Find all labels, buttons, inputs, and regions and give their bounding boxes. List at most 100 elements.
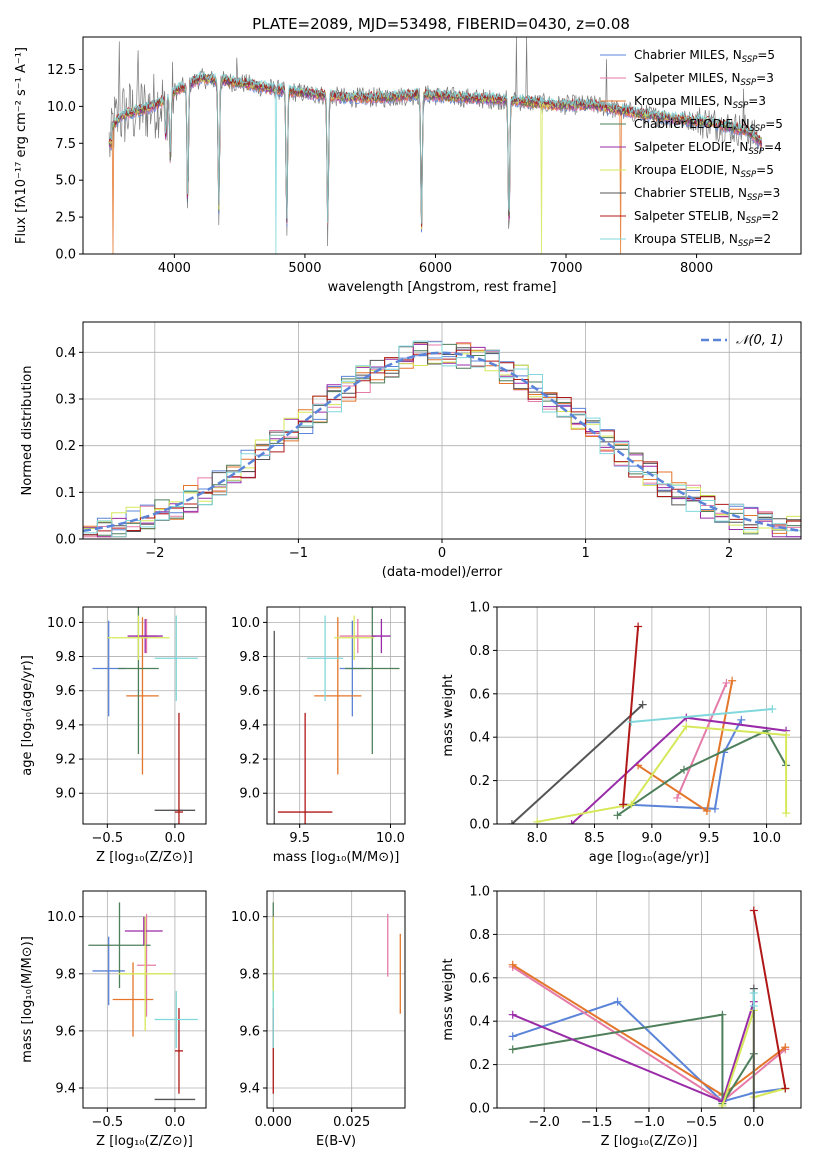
weight-marker bbox=[627, 800, 636, 809]
weight-marker bbox=[781, 1084, 790, 1093]
y-tick-label: 9.6 bbox=[239, 1024, 260, 1039]
errorbar bbox=[126, 617, 159, 775]
x-tick-label: 10.0 bbox=[376, 831, 405, 846]
weight-marker bbox=[702, 806, 711, 815]
legend-label: Chabrier STELIB, NSSP=3 bbox=[634, 186, 780, 203]
weight-marker bbox=[613, 811, 622, 820]
errorbar bbox=[345, 607, 400, 754]
panel-spectrum: 4000 5000 6000 7000 8000 0.0 2.5 5.0 7.5 10.0 12.5… bbox=[14, 36, 802, 295]
plot-area bbox=[267, 891, 405, 1108]
weight-marker bbox=[627, 718, 636, 727]
x-tick-label: 0.025 bbox=[333, 1115, 370, 1130]
y-tick-label: 9.8 bbox=[55, 650, 76, 665]
y-tick-label: 10.0 bbox=[47, 910, 76, 925]
plot-area bbox=[497, 606, 801, 825]
x-tick-label: 0.000 bbox=[255, 1115, 292, 1130]
weight-line bbox=[676, 682, 728, 799]
axes-frame bbox=[82, 890, 207, 1109]
weight-marker bbox=[673, 793, 682, 802]
y-tick-label: 1.0 bbox=[469, 885, 490, 900]
x-tick-label: 8.0 bbox=[527, 831, 548, 846]
y-tick-label: 7.5 bbox=[55, 137, 76, 152]
y-axis-label: mass weight bbox=[441, 958, 456, 1040]
x-tick-label: −0.5 bbox=[686, 1115, 718, 1130]
x-tick-label: 6000 bbox=[419, 261, 452, 276]
x-tick-label: 0.0 bbox=[743, 1115, 764, 1130]
y-tick-label: 0.4 bbox=[469, 731, 490, 746]
weight-marker bbox=[533, 817, 542, 824]
errorbar bbox=[112, 962, 154, 1037]
x-axis-label: Z [log₁₀(Z/Z⊙)] bbox=[96, 850, 193, 865]
y-tick-label: 9.8 bbox=[239, 650, 260, 665]
legend-label: Salpeter STELIB, NSSP=2 bbox=[634, 209, 779, 226]
errorbar bbox=[88, 902, 151, 989]
y-tick-label: 9.0 bbox=[55, 787, 76, 802]
y-tick-label: 9.6 bbox=[55, 1024, 76, 1039]
x-tick-label: 9.5 bbox=[289, 831, 310, 846]
legend-label: Chabrier MILES, NSSP=5 bbox=[634, 48, 775, 65]
gaussian-curve bbox=[83, 351, 799, 533]
series-layer bbox=[108, 37, 763, 254]
weight-line bbox=[616, 729, 787, 817]
x-tick-label: 0.0 bbox=[165, 831, 186, 846]
series-layer bbox=[83, 340, 801, 538]
panel-weight-vs-Z: −2.0 −1.5 −1.0 −0.5 0.0 0.0 0.2 0.4 0.6 0.8 1.0 Z [… bbox=[441, 885, 802, 1149]
weight-marker bbox=[508, 1045, 517, 1054]
y-tick-label: 0.3 bbox=[55, 393, 76, 408]
x-axis-label: age [log₁₀(age/yr)] bbox=[589, 850, 710, 865]
legend-label: Kroupa ELODIE, NSSP=5 bbox=[634, 163, 774, 180]
weight-marker bbox=[782, 809, 791, 818]
weight-marker bbox=[728, 676, 737, 685]
errorbar bbox=[306, 615, 344, 701]
x-tick-label: 5000 bbox=[288, 261, 321, 276]
y-tick-label: 0.1 bbox=[55, 486, 76, 501]
legend: Chabrier MILES, NSSP=5 Salpeter MILES, NS… bbox=[600, 48, 783, 249]
y-axis-label: age [log₁₀(age/yr)] bbox=[20, 655, 35, 776]
weight-marker bbox=[638, 700, 647, 709]
y-tick-label: 9.6 bbox=[239, 684, 260, 699]
weight-line bbox=[511, 703, 644, 824]
series-layer bbox=[508, 906, 790, 1108]
y-tick-label: 9.2 bbox=[239, 753, 260, 768]
y-tick-label: 0.4 bbox=[469, 1015, 490, 1030]
y-tick-label: 10.0 bbox=[231, 910, 260, 925]
errorbar bbox=[339, 618, 376, 654]
plot-area bbox=[83, 607, 206, 824]
y-axis-label: mass [log₁₀(M/M⊙)] bbox=[20, 936, 35, 1063]
x-tick-label: −1 bbox=[289, 546, 308, 561]
weight-marker bbox=[737, 715, 746, 724]
y-tick-label: 0.4 bbox=[55, 346, 76, 361]
errorbar bbox=[314, 617, 362, 775]
y-tick-label: 5.0 bbox=[55, 174, 76, 189]
y-tick-label: 9.4 bbox=[239, 1082, 260, 1097]
plot-area bbox=[497, 890, 801, 1109]
x-tick-label: −1.0 bbox=[633, 1115, 665, 1130]
y-tick-label: 0.0 bbox=[55, 248, 76, 263]
weight-line bbox=[631, 708, 773, 723]
x-tick-label: 10.0 bbox=[752, 831, 781, 846]
weight-marker bbox=[749, 988, 758, 997]
weight-marker bbox=[710, 804, 719, 813]
errorbar bbox=[372, 618, 391, 654]
weight-marker bbox=[508, 1032, 517, 1041]
legend-label: 𝒩(0, 1) bbox=[736, 333, 783, 348]
weight-marker bbox=[613, 997, 622, 1006]
series-layer bbox=[273, 607, 400, 824]
y-tick-label: 0.2 bbox=[469, 1058, 490, 1073]
panel-mass-vs-ebv: 0.000 0.025 9.4 9.6 9.8 10.0 E(B-V) bbox=[231, 890, 406, 1149]
x-axis-label: Z [log₁₀(Z/Z⊙)] bbox=[96, 1134, 193, 1149]
weight-marker bbox=[768, 704, 777, 713]
errorbar bbox=[154, 990, 198, 1049]
series-layer bbox=[272, 902, 401, 1094]
weight-line bbox=[623, 719, 743, 810]
weight-marker bbox=[682, 722, 691, 731]
y-tick-label: 9.4 bbox=[239, 718, 260, 733]
weight-marker bbox=[781, 1043, 790, 1052]
weight-marker bbox=[567, 820, 576, 824]
weight-marker bbox=[749, 1104, 758, 1108]
plot-area bbox=[267, 607, 405, 824]
weight-marker bbox=[507, 820, 516, 824]
axes-frame bbox=[496, 606, 802, 825]
x-tick-label: 0 bbox=[438, 546, 446, 561]
